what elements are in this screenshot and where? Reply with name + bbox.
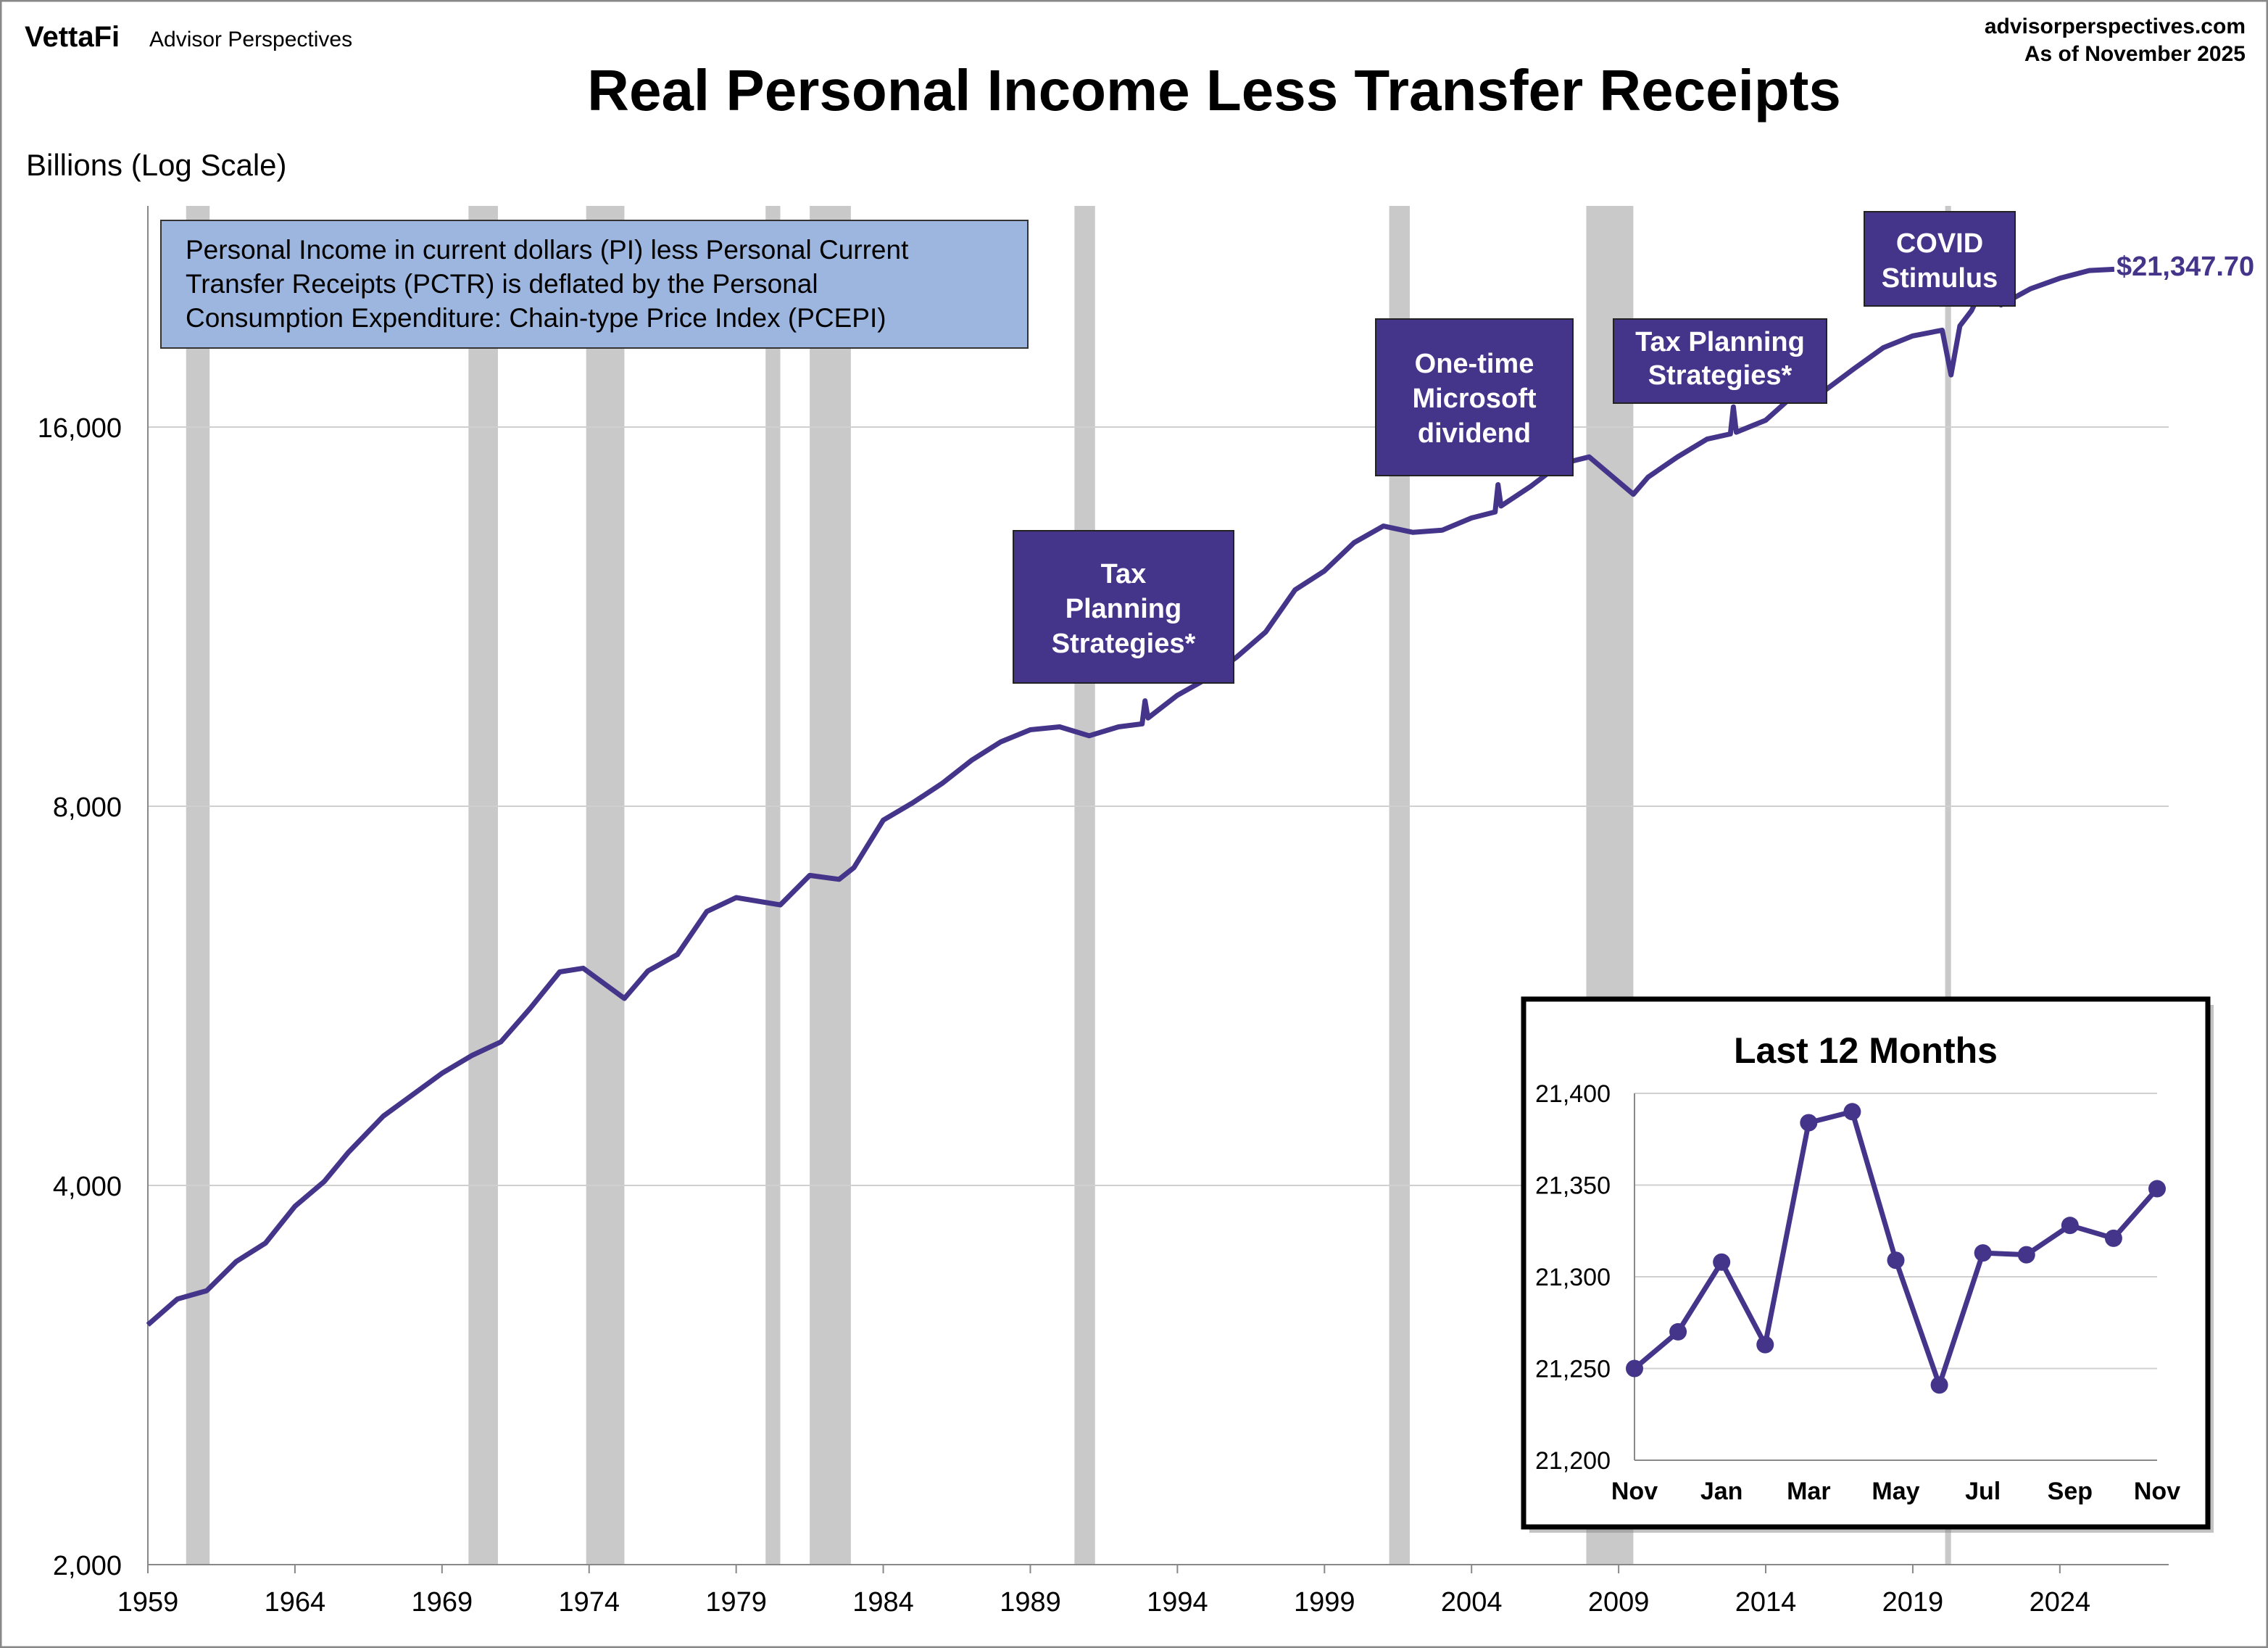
y-axis-label: Billions (Log Scale) <box>26 148 287 182</box>
x-tick-label: 1994 <box>1147 1587 1208 1618</box>
recession-band <box>1945 206 1951 1565</box>
inset-point <box>1843 1103 1861 1121</box>
inset-point <box>1756 1336 1774 1354</box>
x-tick-label: 2009 <box>1588 1587 1650 1618</box>
annotation-text: dividend <box>1418 418 1531 449</box>
x-tick-label: 1984 <box>852 1587 914 1618</box>
annotation-text: Tax Planning <box>1635 327 1805 357</box>
annotation-microsoft: One-time Microsoft dividend <box>1375 318 1574 476</box>
brand-logo: VettaFi <box>25 21 120 53</box>
recession-band <box>586 206 625 1565</box>
annotation-covid: COVID Stimulus <box>1864 211 2016 307</box>
y-tick-label: 16,000 <box>38 413 122 444</box>
inset-point <box>1974 1244 1992 1262</box>
x-tick-label: 1959 <box>117 1587 179 1618</box>
inset-x-tick-label: Sep <box>2048 1478 2093 1505</box>
info-line: Transfer Receipts (PCTR) is deflated by … <box>186 269 818 299</box>
y-tick-label: 8,000 <box>53 792 122 823</box>
inset-points <box>1626 1103 2166 1394</box>
annotation-tax-planning-1: Tax Planning Strategies* <box>1013 530 1234 684</box>
x-tick-label: 1969 <box>412 1587 473 1618</box>
x-tick-label: 2014 <box>1735 1587 1797 1618</box>
x-tick-label: 1964 <box>265 1587 326 1618</box>
site-url: advisorperspectives.com <box>1985 15 2246 38</box>
recession-bands <box>186 206 1951 1565</box>
inset-y-tick-label: 21,300 <box>1535 1264 1611 1291</box>
annotation-text: Strategies* <box>1648 360 1793 391</box>
recession-band <box>810 206 851 1565</box>
as-of-date: As of November 2025 <box>2024 42 2246 66</box>
inset-title: Last 12 Months <box>1734 1030 1998 1071</box>
inset-y-tick-label: 21,350 <box>1535 1172 1611 1200</box>
x-tick-label: 1989 <box>1000 1587 1061 1618</box>
annotation-text: One-time <box>1415 349 1534 379</box>
recession-band <box>765 206 781 1565</box>
inset-point <box>2104 1229 2122 1247</box>
inset-point <box>2061 1217 2079 1235</box>
x-tick-label: 2024 <box>2030 1587 2091 1618</box>
x-tick-label: 1979 <box>705 1587 767 1618</box>
inset-x-tick-label: Nov <box>1611 1478 1658 1505</box>
inset-y-tick-label: 21,200 <box>1535 1447 1611 1475</box>
inset-y-tick-label: 21,400 <box>1535 1080 1611 1108</box>
y-tick-label: 2,000 <box>53 1551 122 1581</box>
x-tick-label: 1974 <box>558 1587 620 1618</box>
inset-x-tick-label: Mar <box>1787 1478 1830 1505</box>
annotation-tax-planning-2: Tax Planning Strategies* <box>1613 318 1827 404</box>
inset-point <box>1930 1376 1948 1394</box>
chart-title: Real Personal Income Less Transfer Recei… <box>587 58 1841 123</box>
inset-gridlines <box>1634 1093 2157 1461</box>
x-tick-label: 1999 <box>1294 1587 1355 1618</box>
x-tick-label: 2004 <box>1441 1587 1503 1618</box>
annotation-text: Stimulus <box>1882 263 1998 294</box>
x-axis-ticks: 1959 1964 1969 1974 1979 1984 1989 1994 1999 2004… <box>117 1565 2090 1618</box>
info-box: Personal Income in current dollars (PI) … <box>160 220 1029 349</box>
x-tick-label: 2019 <box>1882 1587 1944 1618</box>
info-line: Personal Income in current dollars (PI) … <box>186 235 909 265</box>
inset-x-tick-label: May <box>1872 1478 1919 1505</box>
y-axis-ticks: 2,000 4,000 8,000 16,000 <box>38 413 122 1581</box>
inset-point <box>2017 1246 2035 1264</box>
annotation-text: Planning <box>1066 594 1181 624</box>
recession-band <box>186 206 210 1565</box>
recession-band <box>1074 206 1095 1565</box>
inset-point <box>1800 1114 1818 1132</box>
inset-chart: Last 12 Months 21,20021,25021,30021,3502… <box>1521 996 2214 1533</box>
inset-x-tick-label: Jan <box>1700 1478 1743 1505</box>
inset-point <box>2148 1180 2166 1198</box>
annotation-text: Microsoft <box>1413 384 1537 414</box>
inset-point <box>1626 1359 1643 1378</box>
inset-point <box>1669 1322 1687 1341</box>
inset-x-tick-label: Nov <box>2134 1478 2180 1505</box>
info-line: Consumption Expenditure: Chain-type Pric… <box>186 303 886 333</box>
inset-y-tick-label: 21,250 <box>1535 1356 1611 1383</box>
recession-band <box>468 206 498 1565</box>
inset-point <box>1713 1253 1731 1271</box>
brand-subtitle: Advisor Perspectives <box>149 28 352 51</box>
inset-x-tick-label: Jul <box>1965 1478 2001 1505</box>
inset-point <box>1887 1251 1905 1270</box>
annotation-text: COVID <box>1896 228 1983 259</box>
annotation-text: Strategies* <box>1052 629 1196 659</box>
y-tick-label: 4,000 <box>53 1172 122 1202</box>
annotation-text: Tax <box>1101 559 1147 589</box>
end-value-label: $21,347.70 <box>2117 252 2254 282</box>
inset-axis-ticks: 21,200 21,250 21,300 21,350 21,400 Nov Jan Mar M… <box>1535 1080 2180 1505</box>
